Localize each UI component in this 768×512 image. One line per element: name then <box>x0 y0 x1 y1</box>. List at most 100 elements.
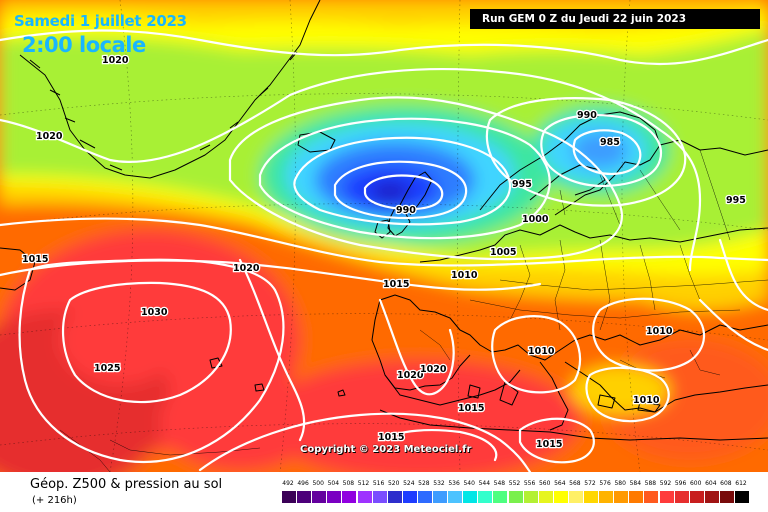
scale-label: 544 <box>478 480 491 487</box>
scale-label: 584 <box>629 480 642 487</box>
isobar-label: 1015 <box>378 432 404 443</box>
scale-swatch <box>674 491 689 503</box>
isobar-label: 995 <box>726 195 746 206</box>
scale-label: 548 <box>493 480 506 487</box>
scale-swatch <box>433 491 448 503</box>
scale-swatch <box>735 491 750 503</box>
isobar-label: 1020 <box>397 370 424 381</box>
scale-swatch <box>297 491 312 503</box>
isobar-label: 990 <box>577 110 597 121</box>
isobar-label: 1020 <box>102 55 129 66</box>
isobar-label: 1000 <box>522 214 549 225</box>
scale-swatch <box>614 491 629 503</box>
scale-swatch <box>599 491 614 503</box>
scale-label: 508 <box>342 480 355 487</box>
color-scale <box>282 491 750 503</box>
scale-label: 492 <box>282 480 294 487</box>
forecast-date: Samedi 1 juillet 2023 <box>14 12 187 30</box>
isobar-label: 1020 <box>36 131 63 142</box>
scale-label: 600 <box>689 480 702 487</box>
isobar-label: 1005 <box>490 247 516 258</box>
scale-swatch <box>689 491 704 503</box>
isobar-label: 1015 <box>458 403 484 414</box>
scale-label: 532 <box>433 480 445 487</box>
scale-swatch <box>508 491 523 503</box>
scale-label: 604 <box>705 480 717 487</box>
isobar-label: 1015 <box>536 439 562 450</box>
copyright-notice: Copyright © 2023 Meteociel.fr <box>300 444 472 455</box>
isobar-label: 1010 <box>451 270 478 281</box>
scale-label: 512 <box>357 480 370 487</box>
isobar-label: 1025 <box>94 363 120 374</box>
scale-label: 524 <box>403 480 415 487</box>
scale-label: 580 <box>614 480 626 487</box>
scale-label: 572 <box>584 480 596 487</box>
isobar-label: 990 <box>396 205 416 216</box>
scale-swatch <box>493 491 508 503</box>
parameter-title: Géop. Z500 & pression au sol <box>30 477 223 492</box>
scale-label: 608 <box>720 480 732 487</box>
scale-label: 540 <box>463 480 475 487</box>
scale-swatch <box>327 491 342 503</box>
scale-label: 504 <box>327 480 340 487</box>
scale-swatch <box>584 491 599 503</box>
scale-label: 516 <box>372 480 385 487</box>
scale-label: 592 <box>659 480 672 487</box>
scale-label: 520 <box>387 480 400 487</box>
isobar-label: 995 <box>512 179 532 190</box>
scale-swatch <box>282 491 297 503</box>
scale-swatch <box>463 491 478 503</box>
isobar-label: 1030 <box>141 307 168 318</box>
scale-label: 612 <box>735 480 747 487</box>
scale-swatch <box>372 491 387 503</box>
scale-swatch <box>538 491 553 503</box>
isobar-label: 985 <box>600 137 620 148</box>
scale-swatch <box>704 491 719 503</box>
scale-label: 528 <box>418 480 430 487</box>
scale-swatch <box>523 491 538 503</box>
forecast-map: 1020 1020 1015 1020 1030 1025 1020 1020 … <box>0 0 768 472</box>
isobar-label: 1010 <box>633 395 660 406</box>
scale-swatch <box>478 491 493 503</box>
scale-label: 536 <box>448 480 460 487</box>
isobar-labels: 1020 1020 1015 1020 1030 1025 1020 1020 … <box>21 54 747 452</box>
isobar-label: 1020 <box>420 364 447 375</box>
scale-label: 560 <box>538 480 551 487</box>
lead-time: (+ 216h) <box>32 495 77 506</box>
scale-label: 568 <box>569 480 581 487</box>
scale-swatch <box>417 491 432 503</box>
isobar-label: 1010 <box>528 346 555 357</box>
scale-label: 496 <box>297 480 309 487</box>
scale-swatch <box>342 491 357 503</box>
isobar-label: 1020 <box>233 263 260 274</box>
isobar-label: 1010 <box>646 326 673 337</box>
scale-swatch <box>659 491 674 503</box>
scale-swatch <box>402 491 417 503</box>
scale-label: 564 <box>554 480 566 487</box>
scale-swatch <box>312 491 327 503</box>
scale-label: 556 <box>523 480 536 487</box>
isobars <box>0 29 768 472</box>
scale-label: 596 <box>674 480 687 487</box>
scale-label: 552 <box>508 480 521 487</box>
scale-label: 576 <box>599 480 611 487</box>
color-scale-labels: 492 496 500 504 508 512 516 520 524 528 532 536 540 5… <box>282 480 750 490</box>
scale-swatch <box>719 491 734 503</box>
scale-swatch <box>629 491 644 503</box>
lat-lon-grid <box>0 0 768 472</box>
scale-swatch <box>644 491 659 503</box>
isobar-label: 1015 <box>383 279 409 290</box>
forecast-time: 2:00 locale <box>22 33 146 57</box>
scale-label: 500 <box>312 480 324 487</box>
coastlines <box>0 0 768 441</box>
legend-bar: Géop. Z500 & pression au sol (+ 216h) 49… <box>0 472 768 512</box>
scale-swatch <box>568 491 583 503</box>
scale-swatch <box>357 491 372 503</box>
scale-swatch <box>387 491 402 503</box>
isobar-label: 1015 <box>22 254 48 265</box>
model-run-banner: Run GEM 0 Z du Jeudi 22 juin 2023 <box>470 9 760 29</box>
scale-swatch <box>553 491 568 503</box>
scale-swatch <box>448 491 463 503</box>
scale-label: 588 <box>644 480 657 487</box>
